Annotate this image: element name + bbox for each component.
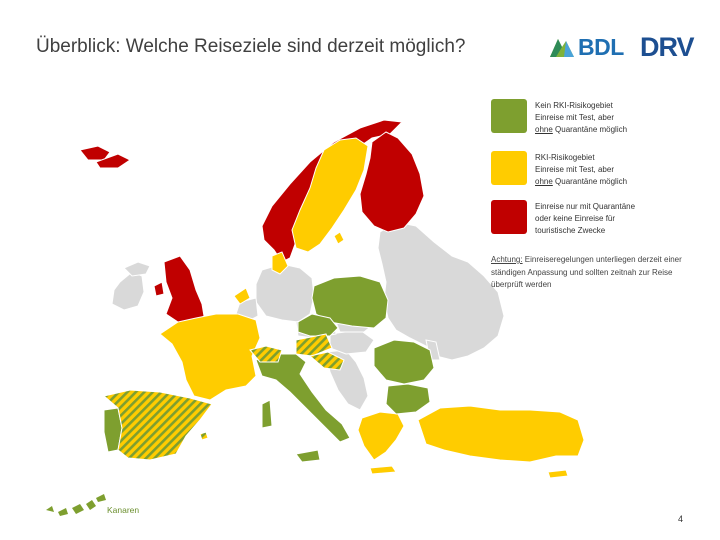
germany [255,263,315,323]
legend-text-red: Einreise nur mit Quarantäne oder keine E… [535,202,636,235]
finland [359,131,425,233]
legend-swatch-yellow [491,151,527,185]
austria-hatch [295,333,333,357]
balearic [199,431,209,441]
france [159,313,261,401]
legend-text-yellow: RKI-Risikogebiet Einreise mit Test, aber… [535,153,628,186]
denmark [271,251,289,275]
sweden [291,137,369,253]
bulgaria [385,383,431,415]
czechia [297,313,339,337]
iceland [123,261,151,277]
hungary [329,329,375,355]
bdl-logo: BDL [548,34,624,60]
cyprus [547,469,569,479]
sardinia [261,399,273,429]
svalbard [79,145,111,161]
update-note: Achtung: Einreiseregelungen unterliegen … [491,254,701,292]
page-title: Überblick: Welche Reiseziele sind derzei… [36,36,466,57]
svalbard-2 [95,153,131,169]
sicily [295,449,321,463]
crete [369,465,397,475]
drv-logo: DRV [640,32,695,62]
turkey [417,405,585,463]
legend-item-yellow: RKI-Risikogebiet Einreise mit Test, aber… [491,151,701,187]
legend-item-green: Kein RKI-Risikogebiet Einreise mit Test,… [491,99,701,135]
baltic-island [333,231,345,245]
northern-ireland [153,281,165,297]
greece [357,411,405,461]
note-text: Einreiseregelungen unterliegen derzeit e… [491,255,682,289]
legend-item-red: Einreise nur mit Quarantäne oder keine E… [491,200,701,236]
page-number: 4 [678,514,684,524]
switzerland [249,345,283,363]
poland [311,275,389,329]
note-label: Achtung: [491,255,523,264]
legend-swatch-red [491,200,527,234]
hatched-countries [102,333,345,461]
ireland [111,271,145,311]
croatia [308,351,345,371]
bdl-logo-text: BDL [578,33,624,60]
romania [373,339,435,385]
legend-text-green: Kein RKI-Risikogebiet Einreise mit Test,… [535,101,628,134]
canary-islands [46,494,106,516]
canary-islands-label: Kanaren [107,505,140,515]
netherlands [233,287,251,305]
green-countries [103,275,435,463]
legend-swatch-green [491,99,527,133]
bdl-logo-mark-icon [550,39,574,57]
italy [255,353,351,443]
east-block [377,221,505,361]
spain [102,389,213,461]
great-britain [163,255,205,323]
